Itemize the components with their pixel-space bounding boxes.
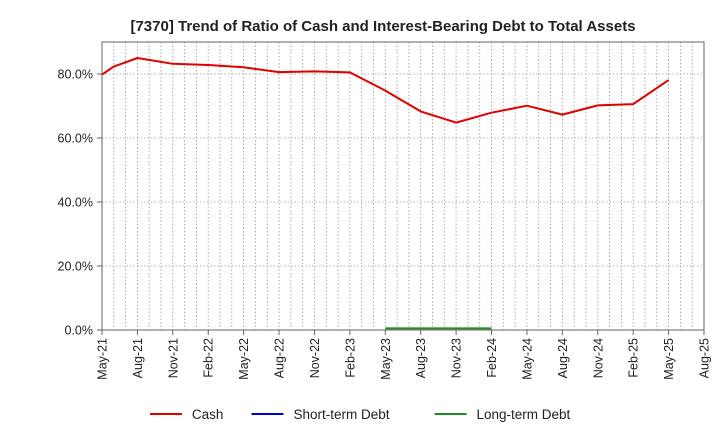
x-tick-label: May-22 [237, 338, 251, 380]
plot-area [101, 41, 705, 331]
x-tick-label: May-25 [662, 338, 676, 380]
x-tick-label: Feb-25 [627, 338, 641, 378]
legend-label-long-term-debt: Long-term Debt [477, 407, 571, 422]
grid [102, 42, 704, 330]
x-tick-label: Feb-23 [343, 338, 357, 378]
y-tick-label: 40.0% [58, 196, 93, 210]
x-tick-label: Aug-22 [273, 338, 287, 378]
y-tick-label: 60.0% [58, 132, 93, 146]
x-tick-label: Feb-24 [485, 338, 499, 378]
y-tick-label: 0.0% [65, 324, 94, 338]
legend: Cash Short-term Debt Long-term Debt [149, 407, 571, 422]
x-tick-label: Aug-24 [556, 338, 570, 378]
x-tick-label: Nov-23 [450, 338, 464, 378]
legend-label-cash: Cash [192, 407, 224, 422]
x-tick-label: Nov-22 [308, 338, 322, 378]
x-tick-label: Nov-21 [166, 338, 180, 378]
x-tick-label: May-24 [520, 338, 534, 380]
x-tick-label: May-21 [96, 338, 110, 380]
x-tick-label: Nov-24 [591, 338, 605, 378]
x-tick-label: Aug-23 [414, 338, 428, 378]
x-axis: May-21 Aug-21 Nov-21 Feb-22 May-22 Aug-22 Nov-… [96, 330, 712, 380]
x-tick-label: Aug-21 [131, 338, 145, 378]
x-tick-label: May-23 [379, 338, 393, 380]
x-tick-label: Aug-25 [698, 338, 712, 378]
y-axis: 0.0% 20.0% 40.0% 60.0% 80.0% [58, 68, 102, 338]
chart-title: [7370] Trend of Ratio of Cash and Intere… [130, 18, 635, 35]
series [101, 57, 670, 330]
series-line-cash [101, 57, 670, 124]
x-tick-label: Feb-22 [202, 338, 216, 378]
y-tick-label: 80.0% [58, 68, 93, 82]
y-tick-label: 20.0% [58, 260, 93, 274]
legend-label-short-term-debt: Short-term Debt [294, 407, 390, 422]
